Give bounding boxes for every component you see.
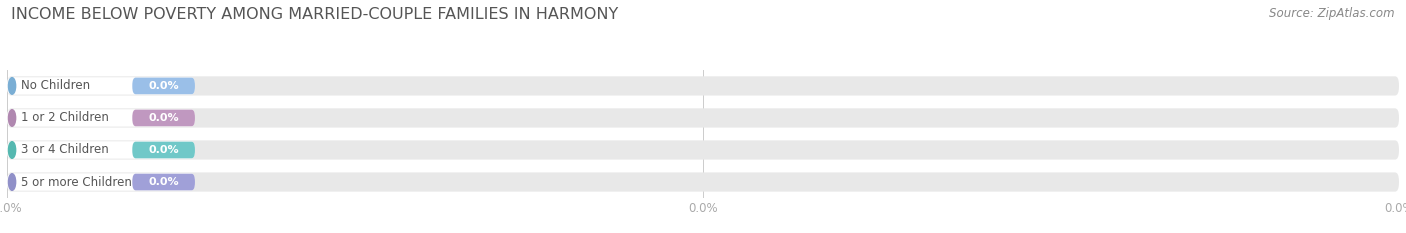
FancyBboxPatch shape — [7, 109, 195, 127]
FancyBboxPatch shape — [132, 78, 195, 94]
FancyBboxPatch shape — [7, 140, 1399, 160]
Text: 0.0%: 0.0% — [148, 177, 179, 187]
Circle shape — [8, 174, 15, 190]
FancyBboxPatch shape — [7, 76, 1399, 96]
FancyBboxPatch shape — [7, 173, 195, 191]
FancyBboxPatch shape — [132, 142, 195, 158]
Circle shape — [8, 142, 15, 158]
Text: 0.0%: 0.0% — [148, 113, 179, 123]
Text: Source: ZipAtlas.com: Source: ZipAtlas.com — [1270, 7, 1395, 20]
FancyBboxPatch shape — [7, 172, 1399, 192]
Text: 0.0%: 0.0% — [148, 81, 179, 91]
FancyBboxPatch shape — [132, 174, 195, 190]
Circle shape — [8, 78, 15, 94]
Text: 1 or 2 Children: 1 or 2 Children — [21, 111, 110, 124]
Text: 3 or 4 Children: 3 or 4 Children — [21, 144, 110, 157]
Text: No Children: No Children — [21, 79, 90, 93]
FancyBboxPatch shape — [7, 108, 1399, 128]
FancyBboxPatch shape — [7, 77, 195, 95]
FancyBboxPatch shape — [132, 110, 195, 126]
Text: INCOME BELOW POVERTY AMONG MARRIED-COUPLE FAMILIES IN HARMONY: INCOME BELOW POVERTY AMONG MARRIED-COUPL… — [11, 7, 619, 22]
Text: 0.0%: 0.0% — [148, 145, 179, 155]
FancyBboxPatch shape — [7, 141, 195, 159]
Circle shape — [8, 110, 15, 126]
Text: 5 or more Children: 5 or more Children — [21, 175, 132, 188]
